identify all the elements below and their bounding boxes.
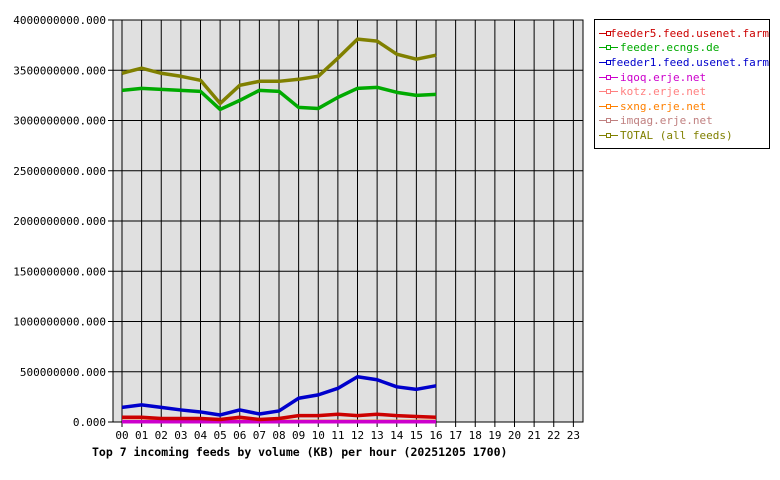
legend-swatch-icon <box>599 59 612 65</box>
y-tick-label: 2500000000.000 <box>13 165 106 178</box>
y-tick-label: 1000000000.000 <box>13 316 106 329</box>
x-tick-label: 12 <box>351 429 364 442</box>
legend-label: kotz.erje.net <box>620 85 707 99</box>
series-line-1 <box>121 85 437 112</box>
legend-swatch-icon <box>599 132 618 138</box>
legend-label: TOTAL (all feeds) <box>620 128 733 142</box>
chart-title: Top 7 incoming feeds by volume (KB) per … <box>92 445 507 459</box>
x-tick-label: 09 <box>292 429 305 442</box>
legend-item: feeder.ecngs.de <box>599 41 769 56</box>
y-tick-label: 3000000000.000 <box>13 115 106 128</box>
legend-item: sxng.erje.net <box>599 99 769 114</box>
y-tick-label: 4000000000.000 <box>13 14 106 27</box>
x-tick-label: 03 <box>174 429 187 442</box>
x-tick-label: 05 <box>214 429 227 442</box>
x-tick-label: 14 <box>390 429 404 442</box>
legend-swatch-icon <box>599 103 618 109</box>
y-tick-label: 2000000000.000 <box>13 215 106 228</box>
legend-item: imqag.erje.net <box>599 114 769 129</box>
legend-label: feeder.ecngs.de <box>620 41 720 55</box>
legend-label: feeder5.feed.usenet.farm <box>610 26 769 40</box>
legend-label: iqoq.erje.net <box>620 70 707 84</box>
legend-label: imqag.erje.net <box>620 114 713 128</box>
x-tick-label: 13 <box>371 429 384 442</box>
series-line-0 <box>122 412 437 422</box>
legend-swatch-icon <box>599 30 612 36</box>
x-tick-label: 15 <box>410 429 423 442</box>
x-tick-label: 01 <box>135 429 148 442</box>
legend-swatch-icon <box>599 89 618 95</box>
y-tick-label: 1500000000.000 <box>13 265 106 278</box>
x-tick-label: 17 <box>449 429 462 442</box>
legend-swatch-icon <box>599 45 618 51</box>
x-tick-label: 23 <box>567 429 580 442</box>
x-tick-label: 22 <box>547 429 560 442</box>
x-tick-label: 16 <box>429 429 442 442</box>
x-tick-label: 19 <box>488 429 501 442</box>
legend-swatch-icon <box>599 74 618 80</box>
legend-item: feeder1.feed.usenet.farm <box>599 55 769 70</box>
x-tick-label: 18 <box>469 429 482 442</box>
legend: feeder5.feed.usenet.farm feeder.ecngs.de f… <box>594 19 770 149</box>
series-line-7 <box>121 37 437 106</box>
x-tick-label: 11 <box>331 429 344 442</box>
legend-item: iqoq.erje.net <box>599 70 769 85</box>
x-tick-label: 06 <box>233 429 246 442</box>
legend-item: feeder5.feed.usenet.farm <box>599 26 769 41</box>
legend-swatch-icon <box>599 118 618 124</box>
x-tick-label: 20 <box>508 429 521 442</box>
x-tick-label: 00 <box>115 429 128 442</box>
legend-item: TOTAL (all feeds) <box>599 128 769 143</box>
x-tick-label: 10 <box>312 429 325 442</box>
y-tick-label: 0.000 <box>73 416 106 429</box>
y-tick-label: 3500000000.000 <box>13 64 106 77</box>
x-tick-label: 08 <box>272 429 285 442</box>
x-tick-label: 02 <box>155 429 168 442</box>
legend-label: feeder1.feed.usenet.farm <box>610 55 769 69</box>
y-tick-label: 500000000.000 <box>20 366 106 379</box>
x-tick-label: 04 <box>194 429 208 442</box>
x-tick-label: 07 <box>253 429 266 442</box>
x-tick-label: 21 <box>528 429 541 442</box>
legend-item: kotz.erje.net <box>599 84 769 99</box>
legend-label: sxng.erje.net <box>620 99 707 113</box>
series-line-2 <box>121 375 437 417</box>
